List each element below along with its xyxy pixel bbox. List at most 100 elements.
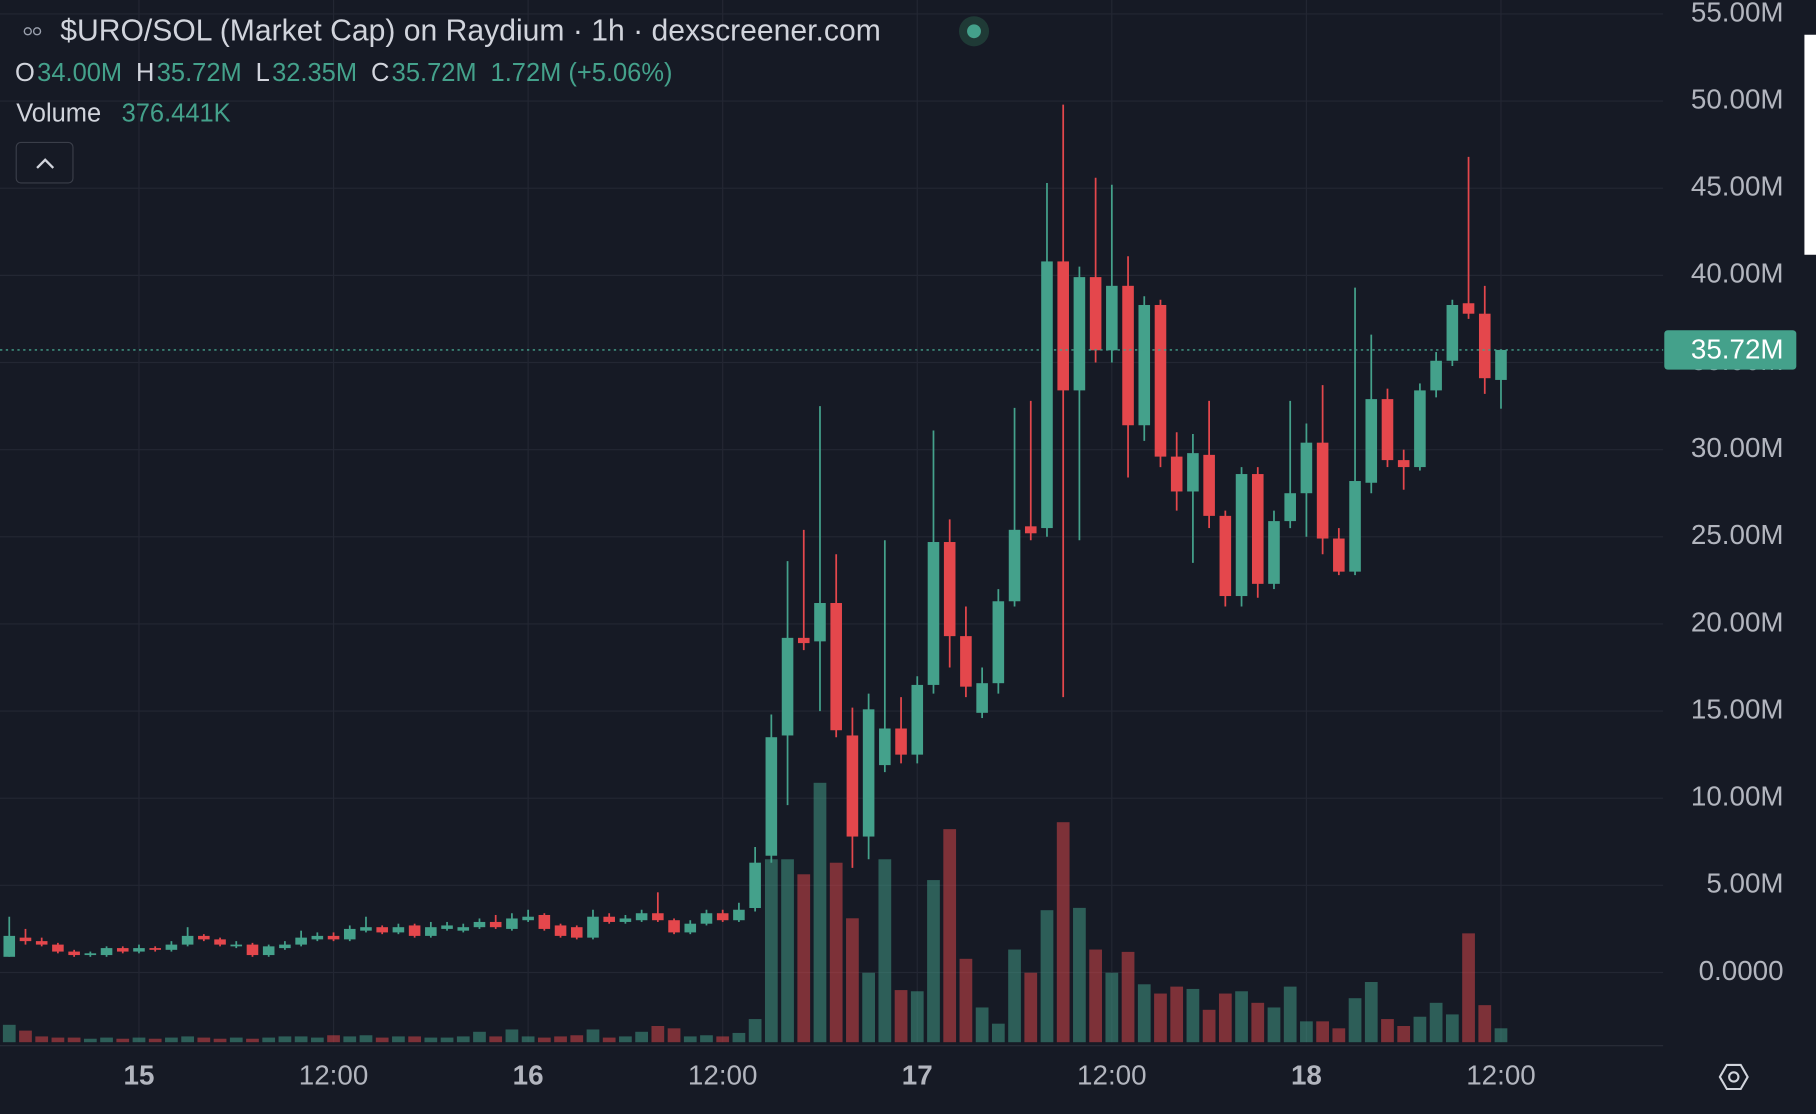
ohlc-key: C [371,59,389,87]
candle-body [116,948,129,952]
candle-body [943,542,956,637]
candle-body [700,913,713,924]
volume-bar [359,1035,373,1043]
volume-bar [375,1037,389,1043]
volume-bar [748,1019,762,1043]
volume-bar [1024,972,1038,1043]
y-tick-label: 15.00M [1691,693,1784,724]
candle-body [911,684,924,755]
volume-bar [1218,993,1232,1043]
volume-bar [894,990,908,1043]
volume-bar [327,1035,340,1043]
candle-body [1300,442,1313,494]
candle-body [733,909,745,921]
candle-body [279,944,291,949]
volume-bar [1332,1028,1346,1043]
candle-body [408,925,421,936]
candle-body [554,925,567,936]
volume-bar [586,1029,600,1043]
volume-bar [537,1037,551,1043]
candle-body [1235,474,1248,597]
volume-bar [716,1036,730,1043]
volume-bar [1089,949,1102,1043]
x-tick-label: 12:00 [299,1059,369,1090]
volume-bar [1413,1016,1427,1043]
volume-bar [975,1007,989,1043]
volume-bar [1364,981,1378,1043]
volume-bar [83,1038,97,1043]
candle-body [652,913,664,921]
volume-bar [732,1032,746,1043]
volume-bar [148,1038,162,1043]
volume-pane [2,782,1508,1043]
x-tick-label: 15 [124,1059,155,1090]
y-tick-label: 45.00M [1691,171,1784,202]
candle-body [392,927,405,933]
volume-bar [651,1025,665,1043]
volume-bar [1397,1025,1411,1043]
candle-body [1024,526,1037,534]
volume-bar [943,829,957,1043]
volume-bar [1040,910,1054,1043]
candle-body [765,737,778,856]
volume-bar [1154,993,1167,1043]
candle-body [84,953,97,956]
candle-body [538,914,551,929]
volume-bar [959,958,973,1043]
volume-bar [165,1037,178,1043]
candle-body [1219,515,1232,597]
candle-body [68,951,80,956]
candle-body [133,948,145,952]
volume-bar [619,1036,632,1043]
candle-body [52,944,64,952]
candle-body [473,921,486,928]
volume-bar [1008,949,1021,1043]
volume-bar [927,880,940,1043]
x-tick-label: 18 [1291,1059,1322,1090]
volume-bar [505,1029,519,1043]
y-tick-label: 50.00M [1691,83,1784,114]
volume-bar [1494,1028,1508,1043]
candle-body [879,728,891,766]
volume-bar [2,1024,16,1043]
candle-body [214,939,226,945]
ohlc-key: O [15,59,35,87]
candle-body [1251,474,1264,584]
grid [0,0,1664,1043]
last-price-box [1664,330,1797,370]
candle-body [360,927,372,931]
volume-bar [1056,822,1070,1043]
ohlc-value: 34.00M [37,59,122,87]
candle-body [1122,285,1134,426]
candle-body [149,948,161,950]
volume-bar [667,1028,681,1043]
candle-body [327,935,340,940]
volume-bar [35,1036,49,1043]
candle-body [295,937,307,945]
scrollbar[interactable] [1804,34,1816,255]
y-tick-label: 0.0000 [1699,955,1784,986]
candle-body [198,935,210,940]
candle-body [1462,303,1475,314]
volume-bar [1316,1021,1329,1043]
volume-bar [229,1037,243,1043]
volume-bar [1170,986,1184,1043]
volume-bar [683,1036,697,1043]
settings-button[interactable] [1718,1063,1749,1091]
candle-body [749,862,761,909]
candle-body [1349,481,1361,572]
collapse-button[interactable] [15,141,74,184]
candle-body [19,937,32,942]
volume-bar [1300,1021,1313,1043]
status-dot [967,24,981,39]
candle-body [1397,460,1410,468]
volume-bar [1121,951,1135,1043]
volume-bar [456,1036,470,1043]
candle-body [1478,313,1491,379]
candle-body [1414,390,1426,468]
volume-bar [1462,933,1475,1043]
volume-bar [878,859,892,1043]
volume-bar [213,1038,227,1043]
